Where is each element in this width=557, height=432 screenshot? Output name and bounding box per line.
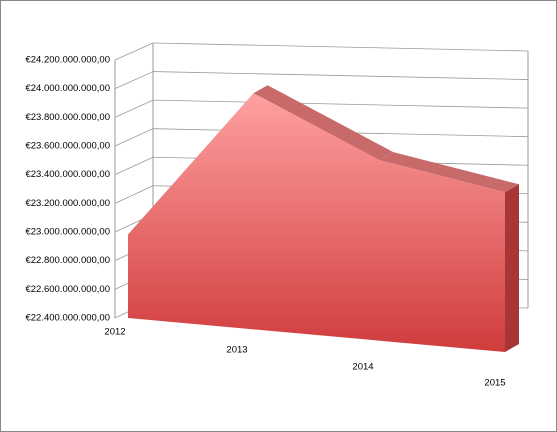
area-side: [505, 184, 519, 352]
area-top: [379, 152, 519, 193]
grid-line: [152, 42, 529, 52]
grid-line: [114, 156, 154, 176]
x-tick-label: 2012: [104, 327, 125, 338]
y-tick-label: €23.600.000.000,00: [25, 141, 110, 152]
x-tick-label: 2014: [352, 362, 373, 373]
grid-line: [114, 128, 154, 147]
grid-line: [114, 42, 154, 61]
y-tick-label: €23.800.000.000,00: [25, 112, 110, 123]
grid-line: [114, 185, 154, 204]
y-tick-label: €24.200.000.000,00: [25, 55, 110, 66]
x-tick-label: 2015: [484, 378, 505, 389]
y-tick-label: €24.000.000.000,00: [25, 83, 110, 94]
grid-line: [114, 71, 154, 90]
grid-line: [152, 71, 529, 80]
y-tick-label: €22.600.000.000,00: [25, 284, 110, 295]
x-tick-label: 2013: [226, 345, 247, 356]
y-tick-label: €22.800.000.000,00: [25, 255, 110, 266]
y-tick-label: €23.000.000.000,00: [25, 227, 110, 238]
grid-line: [114, 99, 154, 118]
y-tick-label: €22.400.000.000,00: [25, 313, 110, 324]
y-tick-label: €23.200.000.000,00: [25, 198, 110, 209]
y-tick-label: €23.400.000.000,00: [25, 169, 110, 180]
grid-line: [152, 99, 529, 109]
area-top: [253, 85, 394, 161]
area: [128, 93, 505, 352]
